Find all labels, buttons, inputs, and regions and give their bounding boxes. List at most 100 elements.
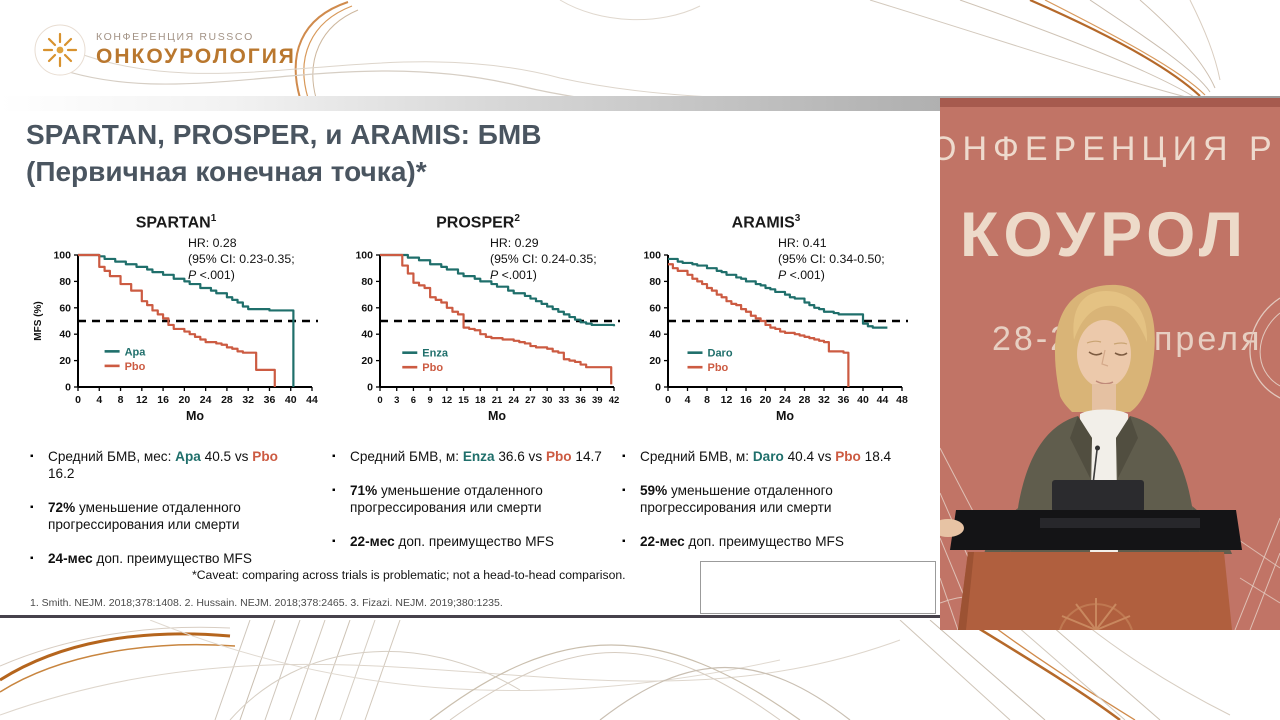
footer-divider	[0, 615, 941, 618]
svg-text:32: 32	[242, 394, 254, 406]
page-title-line2: (Первичная конечная точка)*	[26, 156, 427, 187]
km-chart-aramis: 0 4 8 12 16 20 24 28 32 36 40 44 48020406080100MoDar…	[643, 250, 908, 423]
svg-text:100: 100	[355, 250, 373, 262]
svg-text:16: 16	[157, 394, 169, 406]
svg-text:60: 60	[649, 302, 661, 314]
svg-text:12: 12	[442, 395, 453, 406]
decorative-swirls-bottom	[0, 620, 1231, 720]
svg-text:4: 4	[96, 394, 102, 406]
km-chart-spartan: 0 4 8 12 16 20 24 28 32 36 40 44 0 20 40 60 80 100 Mo MFS (…	[33, 250, 318, 423]
svg-text:21: 21	[492, 395, 503, 406]
svg-text:44: 44	[877, 394, 889, 406]
hr-annotation-spartan: HR: 0.28 (95% CI: 0.23-0.35; P <.001)	[188, 236, 295, 282]
svg-text:6: 6	[411, 395, 416, 406]
speaker-video-panel: ОНФЕРЕНЦИЯ Р КОУРОЛ 28-2 преля	[940, 98, 1280, 630]
page-title: SPARTAN, PROSPER, и ARAMIS: БМВ (Первичн…	[26, 116, 926, 190]
chart-column-aramis: ARAMIS3 HR: 0.41 (95% CI: 0.34-0.50; P <.…	[620, 213, 912, 448]
svg-text:0: 0	[665, 394, 671, 406]
svg-text:8: 8	[704, 394, 710, 406]
svg-text:33: 33	[559, 395, 570, 406]
chart-title-prosper: PROSPER2	[436, 213, 520, 232]
podium-logo-icon	[1059, 598, 1133, 630]
bullet-marker: ▪	[622, 485, 626, 496]
logo-brand-label: ОНКОУРОЛОГИЯ	[96, 45, 296, 68]
svg-text:Apa: Apa	[125, 346, 147, 358]
svg-text:3: 3	[394, 395, 399, 406]
svg-text:60: 60	[361, 302, 373, 314]
svg-text:32: 32	[818, 394, 830, 406]
svg-text:Mo: Mo	[776, 409, 794, 423]
logo-conference-label: КОНФЕРЕНЦИЯ RUSSCO	[96, 31, 254, 43]
svg-text:MFS (%): MFS (%)	[33, 301, 44, 340]
svg-text:40: 40	[285, 394, 297, 406]
bullet-item: ▪ 59% уменьшение отдаленного прогрессиров…	[622, 483, 833, 515]
svg-text:Pbo: Pbo	[422, 362, 443, 374]
bullet-marker: ▪	[332, 451, 336, 462]
svg-text:36: 36	[264, 394, 276, 406]
svg-text:12: 12	[136, 394, 148, 406]
svg-text:100: 100	[53, 250, 71, 262]
bullet-list-spartan: ▪ Средний БМВ, мес: Apa 40.5 vs Pbo 16.2 ▪…	[30, 448, 292, 584]
svg-text:0: 0	[655, 382, 661, 394]
svg-text:36: 36	[575, 395, 586, 406]
bullet-item: ▪ Средний БМВ, м: Daro 40.4 vs Pbo 18.4	[622, 449, 892, 464]
svg-text:18: 18	[475, 395, 486, 406]
svg-text:20: 20	[760, 394, 772, 406]
svg-text:Daro: Daro	[708, 348, 733, 360]
svg-text:20: 20	[59, 355, 71, 367]
bullet-marker: ▪	[30, 451, 34, 462]
svg-text:0: 0	[75, 394, 81, 406]
svg-text:20: 20	[361, 355, 373, 367]
conference-logo: КОНФЕРЕНЦИЯ RUSSCO ОНКОУРОЛОГИЯ	[34, 24, 296, 76]
svg-text:28: 28	[221, 394, 233, 406]
svg-text:Pbo: Pbo	[708, 362, 729, 374]
svg-text:39: 39	[592, 395, 603, 406]
backdrop-text-conference: ОНФЕРЕНЦИЯ Р	[940, 130, 1278, 168]
backdrop-text-date-right: преля	[1154, 320, 1262, 358]
svg-text:30: 30	[542, 395, 553, 406]
svg-text:4: 4	[685, 394, 691, 406]
svg-text:27: 27	[525, 395, 536, 406]
bullet-item: ▪ 22-мес доп. преимущество MFS	[332, 534, 554, 549]
svg-text:42: 42	[609, 395, 620, 406]
svg-text:16: 16	[740, 394, 752, 406]
svg-text:28: 28	[799, 394, 811, 406]
svg-text:15: 15	[458, 395, 469, 406]
bullet-marker: ▪	[30, 502, 34, 513]
hr-annotation-prosper: HR: 0.29 (95% CI: 0.24-0.35; P <.001)	[490, 236, 597, 282]
svg-text:80: 80	[59, 276, 71, 288]
svg-text:0: 0	[377, 395, 382, 406]
svg-text:12: 12	[721, 394, 733, 406]
bullet-marker: ▪	[332, 536, 336, 547]
svg-text:24: 24	[508, 395, 519, 406]
svg-text:24: 24	[779, 394, 791, 406]
svg-text:44: 44	[306, 394, 318, 406]
svg-text:80: 80	[361, 276, 373, 288]
chart-title-aramis: ARAMIS3	[731, 213, 801, 232]
svg-text:40: 40	[361, 329, 373, 341]
chart-column-prosper: PROSPER2 HR: 0.29 (95% CI: 0.24-0.35; P <…	[332, 213, 624, 448]
km-chart-prosper: 0 3 6 9 12 15 18 21 24 27 30 33 36 39 42020406080100Mo…	[355, 250, 620, 423]
svg-text:Mo: Mo	[186, 409, 204, 423]
podium	[940, 445, 1242, 630]
svg-text:Enza: Enza	[422, 348, 449, 360]
bullet-item: ▪ 24-мес доп. преимущество MFS	[30, 551, 252, 566]
svg-text:0: 0	[367, 382, 373, 394]
bullet-list-prosper: ▪ Средний БМВ, м: Enza 36.6 vs Pbo 14.7 ▪ 7…	[332, 448, 618, 567]
svg-text:20: 20	[179, 394, 191, 406]
bullet-item: ▪ 22-мес доп. преимущество MFS	[622, 534, 844, 549]
svg-text:0: 0	[65, 382, 71, 394]
svg-text:Mo: Mo	[488, 409, 506, 423]
bullet-list-aramis: ▪ Средний БМВ, м: Daro 40.4 vs Pbo 18.4 ▪ 5…	[622, 448, 910, 567]
svg-text:40: 40	[857, 394, 869, 406]
bullet-item: ▪ 72% уменьшение отдаленного прогрессиров…	[30, 500, 241, 532]
page-title-line1: SPARTAN, PROSPER, и ARAMIS: БМВ	[26, 119, 542, 150]
bullet-item: ▪ Средний БМВ, мес: Apa 40.5 vs Pbo 16.2	[30, 449, 278, 481]
backdrop-text-brand: КОУРОЛ	[960, 200, 1248, 270]
bullet-marker: ▪	[622, 536, 626, 547]
svg-text:20: 20	[649, 355, 661, 367]
caveat-note: *Caveat: comparing across trials is prob…	[192, 568, 626, 582]
svg-text:36: 36	[838, 394, 850, 406]
svg-text:24: 24	[200, 394, 212, 406]
svg-text:9: 9	[427, 395, 432, 406]
